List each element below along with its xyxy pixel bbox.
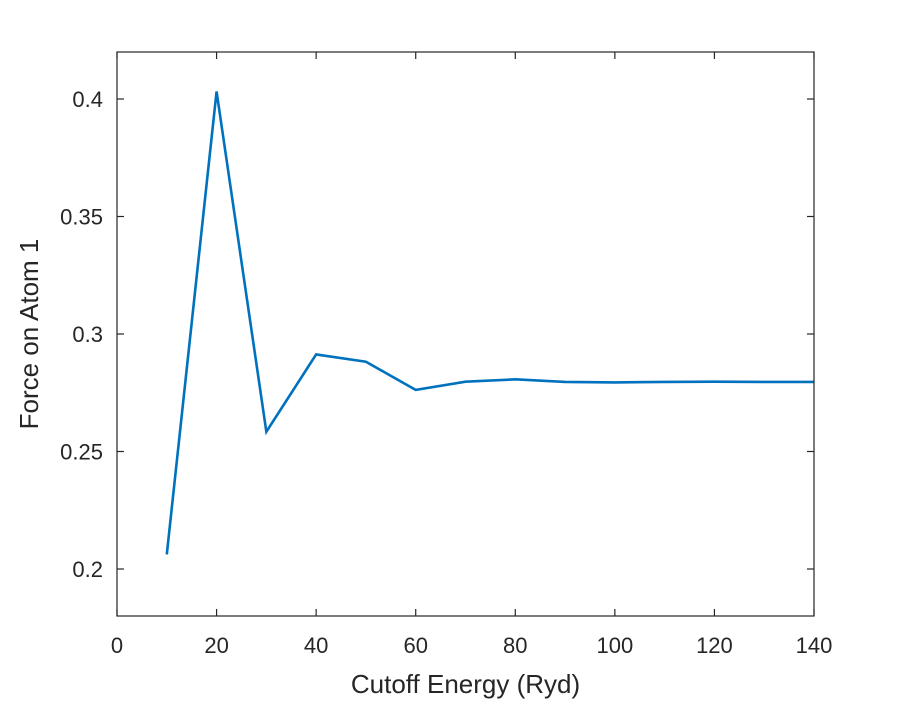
- x-tick-label: 80: [503, 633, 527, 658]
- series-line: [165, 91, 814, 555]
- y-tick-label: 0.25: [60, 440, 103, 465]
- x-tick-label: 60: [403, 633, 427, 658]
- x-tick-label: 0: [111, 633, 123, 658]
- y-axis-label: Force on Atom 1: [14, 239, 44, 430]
- x-tick-label: 40: [304, 633, 328, 658]
- x-tick-label: 120: [696, 633, 733, 658]
- x-tick-label: 20: [204, 633, 228, 658]
- x-tick-label: 100: [596, 633, 633, 658]
- plot-area: [117, 52, 814, 616]
- y-tick-label: 0.4: [72, 87, 103, 112]
- y-tick-label: 0.3: [72, 322, 103, 347]
- x-axis-label: Cutoff Energy (Ryd): [351, 669, 580, 699]
- x-tick-label: 140: [796, 633, 833, 658]
- y-tick-label: 0.35: [60, 205, 103, 230]
- plot-background: [117, 52, 814, 616]
- axes-layer: 0 20 40 60 80 100 120 140 0.2 0.25 0.3 0.35 0.4: [60, 51, 833, 658]
- y-tick-label: 0.2: [72, 557, 103, 582]
- series-layer: [165, 91, 814, 555]
